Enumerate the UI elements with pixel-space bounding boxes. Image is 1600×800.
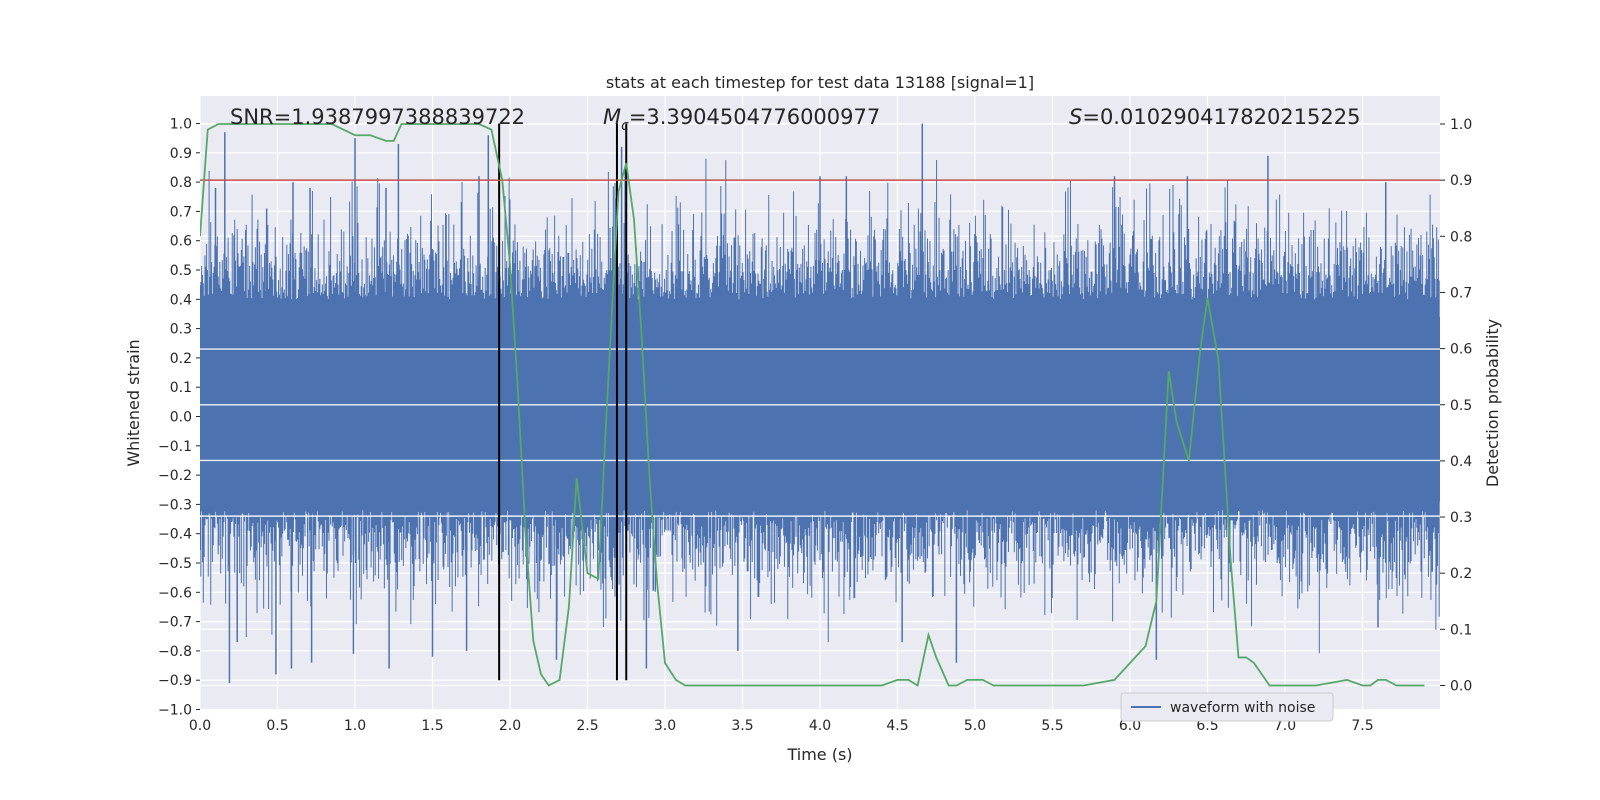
x-axis-label: Time (s) <box>786 745 852 764</box>
y-axis-label: Whitened strain <box>124 339 143 466</box>
y-tick-label: 0.4 <box>170 292 192 308</box>
y-tick-label: 0.5 <box>170 263 192 279</box>
x-tick-label: 3.0 <box>654 718 676 734</box>
legend: waveform with noise <box>1120 692 1334 722</box>
y2-tick-label: 0.2 <box>1450 566 1472 582</box>
snr-annotation: SNR=1.9387997388839722 <box>230 105 525 129</box>
y-tick-label: −0.4 <box>158 527 192 543</box>
y2-tick-label: 0.9 <box>1450 173 1472 189</box>
chirp-mass-subscript: c <box>621 118 629 134</box>
x-tick-label: 0.5 <box>266 718 288 734</box>
s-annotation: S=0.010290417820215225 <box>1069 105 1360 129</box>
y2-tick-label: 1.0 <box>1450 117 1472 133</box>
x-tick-label: 2.0 <box>499 718 521 734</box>
x-tick-label: 7.5 <box>1351 718 1373 734</box>
y2-tick-label: 0.1 <box>1450 622 1472 638</box>
chirp-mass-annotation: Mc=3.3904504776000977 <box>603 105 880 134</box>
x-tick-labels: 0.0 0.5 1.0 1.5 2.0 2.5 3.0 3.5 4.0 4.5 5.0 5.5 6.0 6… <box>189 718 1374 734</box>
s-value: =0.010290417820215225 <box>1082 105 1360 129</box>
y-tick-label: 0.7 <box>170 204 192 220</box>
waveform-series <box>200 123 1440 684</box>
y-tick-label: 0.1 <box>170 380 192 396</box>
y2-axis-label: Detection probability <box>1483 319 1502 487</box>
chart-title: stats at each timestep for test data 131… <box>606 73 1034 92</box>
y2-tick-label: 0.7 <box>1450 285 1472 301</box>
x-tick-label: 4.5 <box>886 718 908 734</box>
y-tick-label: −0.6 <box>158 585 192 601</box>
chirp-mass-symbol: M <box>603 105 621 129</box>
y-tick-label: 1.0 <box>170 117 192 133</box>
y2-tick-label: 0.6 <box>1450 342 1472 358</box>
x-tick-label: 1.0 <box>344 718 366 734</box>
y2-tick-label: 0.3 <box>1450 510 1472 526</box>
x-tick-label: 4.0 <box>809 718 831 734</box>
detection-probability-line <box>200 123 1425 687</box>
y-tick-label: −0.3 <box>158 497 192 513</box>
x-tick-label: 7.0 <box>1274 718 1296 734</box>
s-symbol: S <box>1069 105 1082 129</box>
x-tick-label: 2.5 <box>576 718 598 734</box>
x-tick-label: 1.5 <box>421 718 443 734</box>
y2-tick-label: 0.8 <box>1450 229 1472 245</box>
y-tick-label: −0.7 <box>158 615 192 631</box>
y2-tick-labels: 0.0 0.1 0.2 0.3 0.4 0.5 0.6 0.7 0.8 0.9 1.0 <box>1440 117 1472 695</box>
chirp-mass-value: =3.3904504776000977 <box>629 105 880 129</box>
y-tick-label: −0.2 <box>158 468 192 484</box>
x-tick-label: 6.0 <box>1119 718 1141 734</box>
y-tick-label: −0.9 <box>158 673 192 689</box>
y-tick-label: 0.6 <box>170 234 192 250</box>
y2-tick-label: 0.4 <box>1450 454 1472 470</box>
x-tick-label: 5.5 <box>1041 718 1063 734</box>
x-tick-label: 3.5 <box>731 718 753 734</box>
y-tick-label: 0.2 <box>170 351 192 367</box>
y2-tick-label: 0.0 <box>1450 679 1472 695</box>
y-tick-label: −0.8 <box>158 644 192 660</box>
y-tick-label: −0.5 <box>158 556 192 572</box>
y2-tick-label: 0.5 <box>1450 398 1472 414</box>
y-tick-label: 0.9 <box>170 146 192 162</box>
legend-box <box>1120 692 1334 722</box>
x-tick-label: 6.5 <box>1196 718 1218 734</box>
y-tick-label: −1.0 <box>158 703 192 719</box>
x-tick-label: 0.0 <box>189 718 211 734</box>
y-tick-label: 0.8 <box>170 175 192 191</box>
y-tick-label: −0.1 <box>158 439 192 455</box>
x-tick-label: 5.0 <box>964 718 986 734</box>
legend-label: waveform with noise <box>1170 700 1315 716</box>
y-tick-label: 0.3 <box>170 322 192 338</box>
y-tick-label: 0.0 <box>170 410 192 426</box>
y-tick-labels: −1.0 −0.9 −0.8 −0.7 −0.6 −0.5 −0.4 −0.3 −0.2 −0.1… <box>158 117 200 719</box>
